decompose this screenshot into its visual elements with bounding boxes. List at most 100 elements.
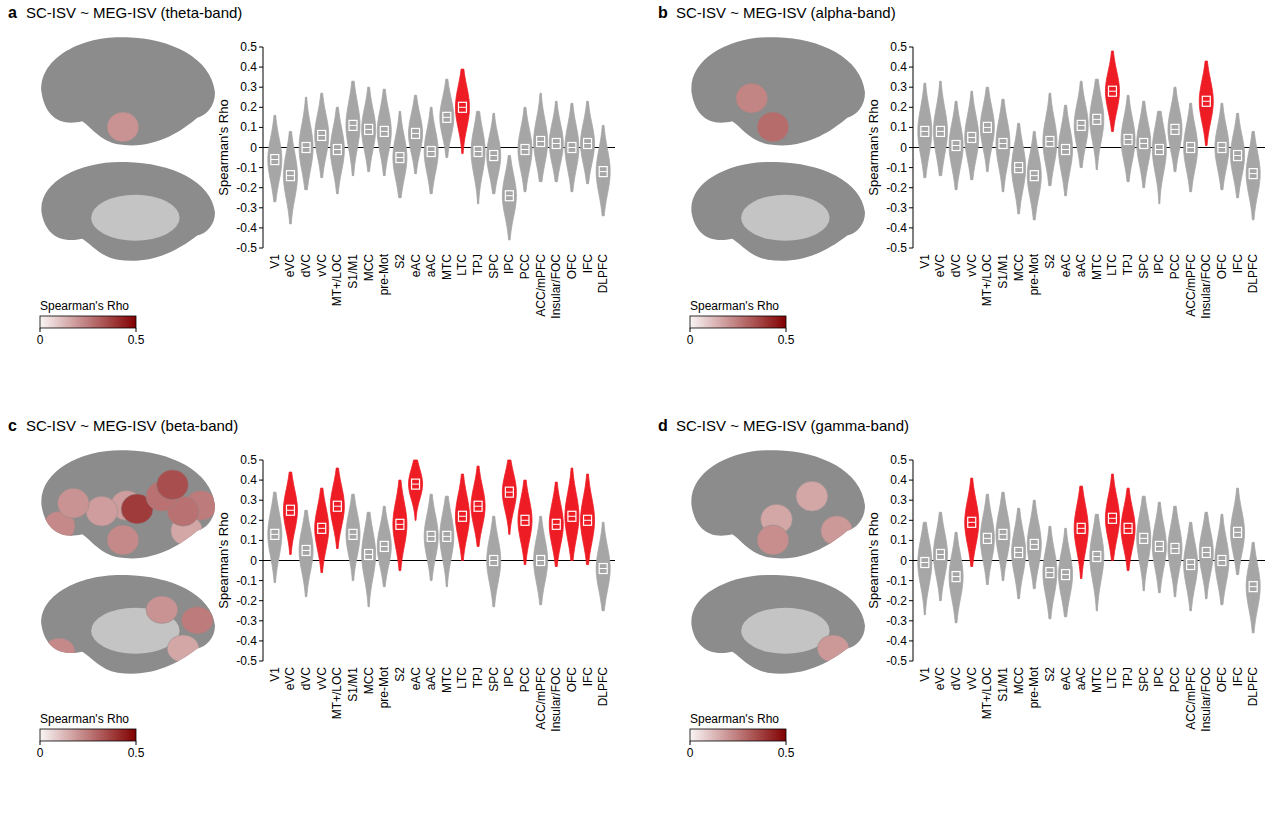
- median-box: [427, 531, 435, 541]
- x-tick-label: SPC: [487, 667, 501, 692]
- colorbar-label: Spearman's Rho: [40, 712, 129, 726]
- x-tick-label: DLPFC: [596, 254, 610, 294]
- x-tick-label: OFC: [1215, 667, 1229, 693]
- x-tick-label: S2: [393, 254, 407, 269]
- median-box: [1093, 551, 1101, 561]
- y-tick: [909, 540, 913, 541]
- violin: [440, 79, 454, 157]
- x-tick-label: vVC: [315, 667, 329, 690]
- violin: [980, 494, 994, 584]
- median-box: [443, 112, 451, 122]
- x-tick-label: TPJ: [471, 254, 485, 275]
- y-tick: [909, 67, 913, 68]
- violin: [1168, 87, 1182, 171]
- median-box: [568, 143, 576, 153]
- x-tick-label: LTC: [1105, 254, 1119, 276]
- x-tick-label: MTC: [1090, 254, 1104, 280]
- violin-range: [924, 522, 925, 614]
- x-tick-label: S2: [1043, 667, 1057, 682]
- median-box: [537, 136, 545, 146]
- median-line: [302, 147, 310, 148]
- violin: [1105, 474, 1119, 560]
- x-tick-label: IPC: [502, 254, 516, 274]
- x-tick-label: eAC: [409, 254, 423, 278]
- median-line: [584, 520, 592, 521]
- y-tick-label: 0.1: [890, 533, 907, 547]
- region-patch: [86, 496, 118, 526]
- colorbar: [40, 729, 136, 741]
- violin: [1215, 514, 1229, 604]
- panel: dSC-ISV ~ MEG-ISV (gamma-band)Spearman's…: [658, 417, 1265, 760]
- x-tick-label: dVC: [299, 667, 313, 691]
- x-tick-label: eVC: [283, 254, 297, 278]
- median-line: [1015, 167, 1023, 168]
- y-tick-label: -0.5: [236, 241, 257, 255]
- y-tick: [909, 47, 913, 48]
- panel: bSC-ISV ~ MEG-ISV (alpha-band)Spearman's…: [658, 4, 1265, 347]
- brain-surface: [691, 575, 865, 674]
- violin: [487, 113, 501, 193]
- y-tick-label: -0.2: [886, 181, 907, 195]
- x-tick-label: Insular/FOC: [1199, 667, 1213, 732]
- x-tick-label: DLPFC: [596, 667, 610, 707]
- violin: [346, 494, 360, 580]
- x-tick-label: MTC: [440, 254, 454, 280]
- median-box: [552, 138, 560, 148]
- colorbar-tick-label: 0.5: [778, 333, 795, 347]
- median-box: [952, 572, 960, 582]
- violin: [393, 480, 407, 570]
- x-tick-label: S1/M1: [996, 254, 1010, 289]
- x-tick-label: PCC: [518, 254, 532, 280]
- panel-letter: d: [658, 417, 668, 434]
- median-box: [302, 143, 310, 153]
- median-box: [490, 151, 498, 161]
- y-tick: [259, 87, 263, 88]
- x-tick-label: vVC: [965, 667, 979, 690]
- median-line: [318, 135, 326, 136]
- median-line: [1108, 91, 1116, 92]
- y-tick: [909, 147, 913, 148]
- x-tick-label: LTC: [455, 254, 469, 276]
- median-box: [333, 145, 341, 155]
- median-box: [505, 487, 513, 497]
- y-tick: [259, 67, 263, 68]
- median-line: [1077, 528, 1085, 529]
- violin: [1184, 103, 1198, 191]
- median-line: [1124, 528, 1132, 529]
- y-tick-label: -0.3: [886, 201, 907, 215]
- x-tick-label: pre-Mot: [1027, 666, 1041, 708]
- median-line: [1234, 532, 1242, 533]
- violin: [455, 69, 469, 153]
- y-tick: [259, 127, 263, 128]
- x-tick-label: pre-Mot: [377, 666, 391, 708]
- y-tick-label: 0.4: [240, 473, 257, 487]
- median-box: [396, 153, 404, 163]
- median-box: [599, 564, 607, 574]
- median-box: [1171, 543, 1179, 553]
- x-tick-label: S1/M1: [996, 667, 1010, 702]
- y-tick: [909, 248, 913, 249]
- region-patch: [817, 635, 849, 662]
- y-tick-label: -0.5: [886, 654, 907, 668]
- x-tick-label: dVC: [949, 667, 963, 691]
- y-tick-label: -0.4: [236, 221, 257, 235]
- y-tick: [259, 580, 263, 581]
- y-tick: [909, 127, 913, 128]
- violin: [455, 474, 469, 560]
- y-tick-label: -0.1: [236, 161, 257, 175]
- violin: [581, 101, 595, 183]
- violin: [487, 516, 501, 606]
- violin: [362, 87, 376, 171]
- violin: [549, 101, 563, 181]
- violin: [1043, 93, 1057, 185]
- median-box: [1218, 143, 1226, 153]
- region-patch: [57, 488, 89, 518]
- median-line: [302, 550, 310, 551]
- y-tick-label: 0.1: [240, 533, 257, 547]
- median-line: [286, 175, 294, 176]
- median-box: [1030, 539, 1038, 549]
- median-box: [1015, 163, 1023, 173]
- violin: [330, 107, 344, 193]
- violin: [409, 460, 423, 520]
- violin: [1059, 105, 1073, 195]
